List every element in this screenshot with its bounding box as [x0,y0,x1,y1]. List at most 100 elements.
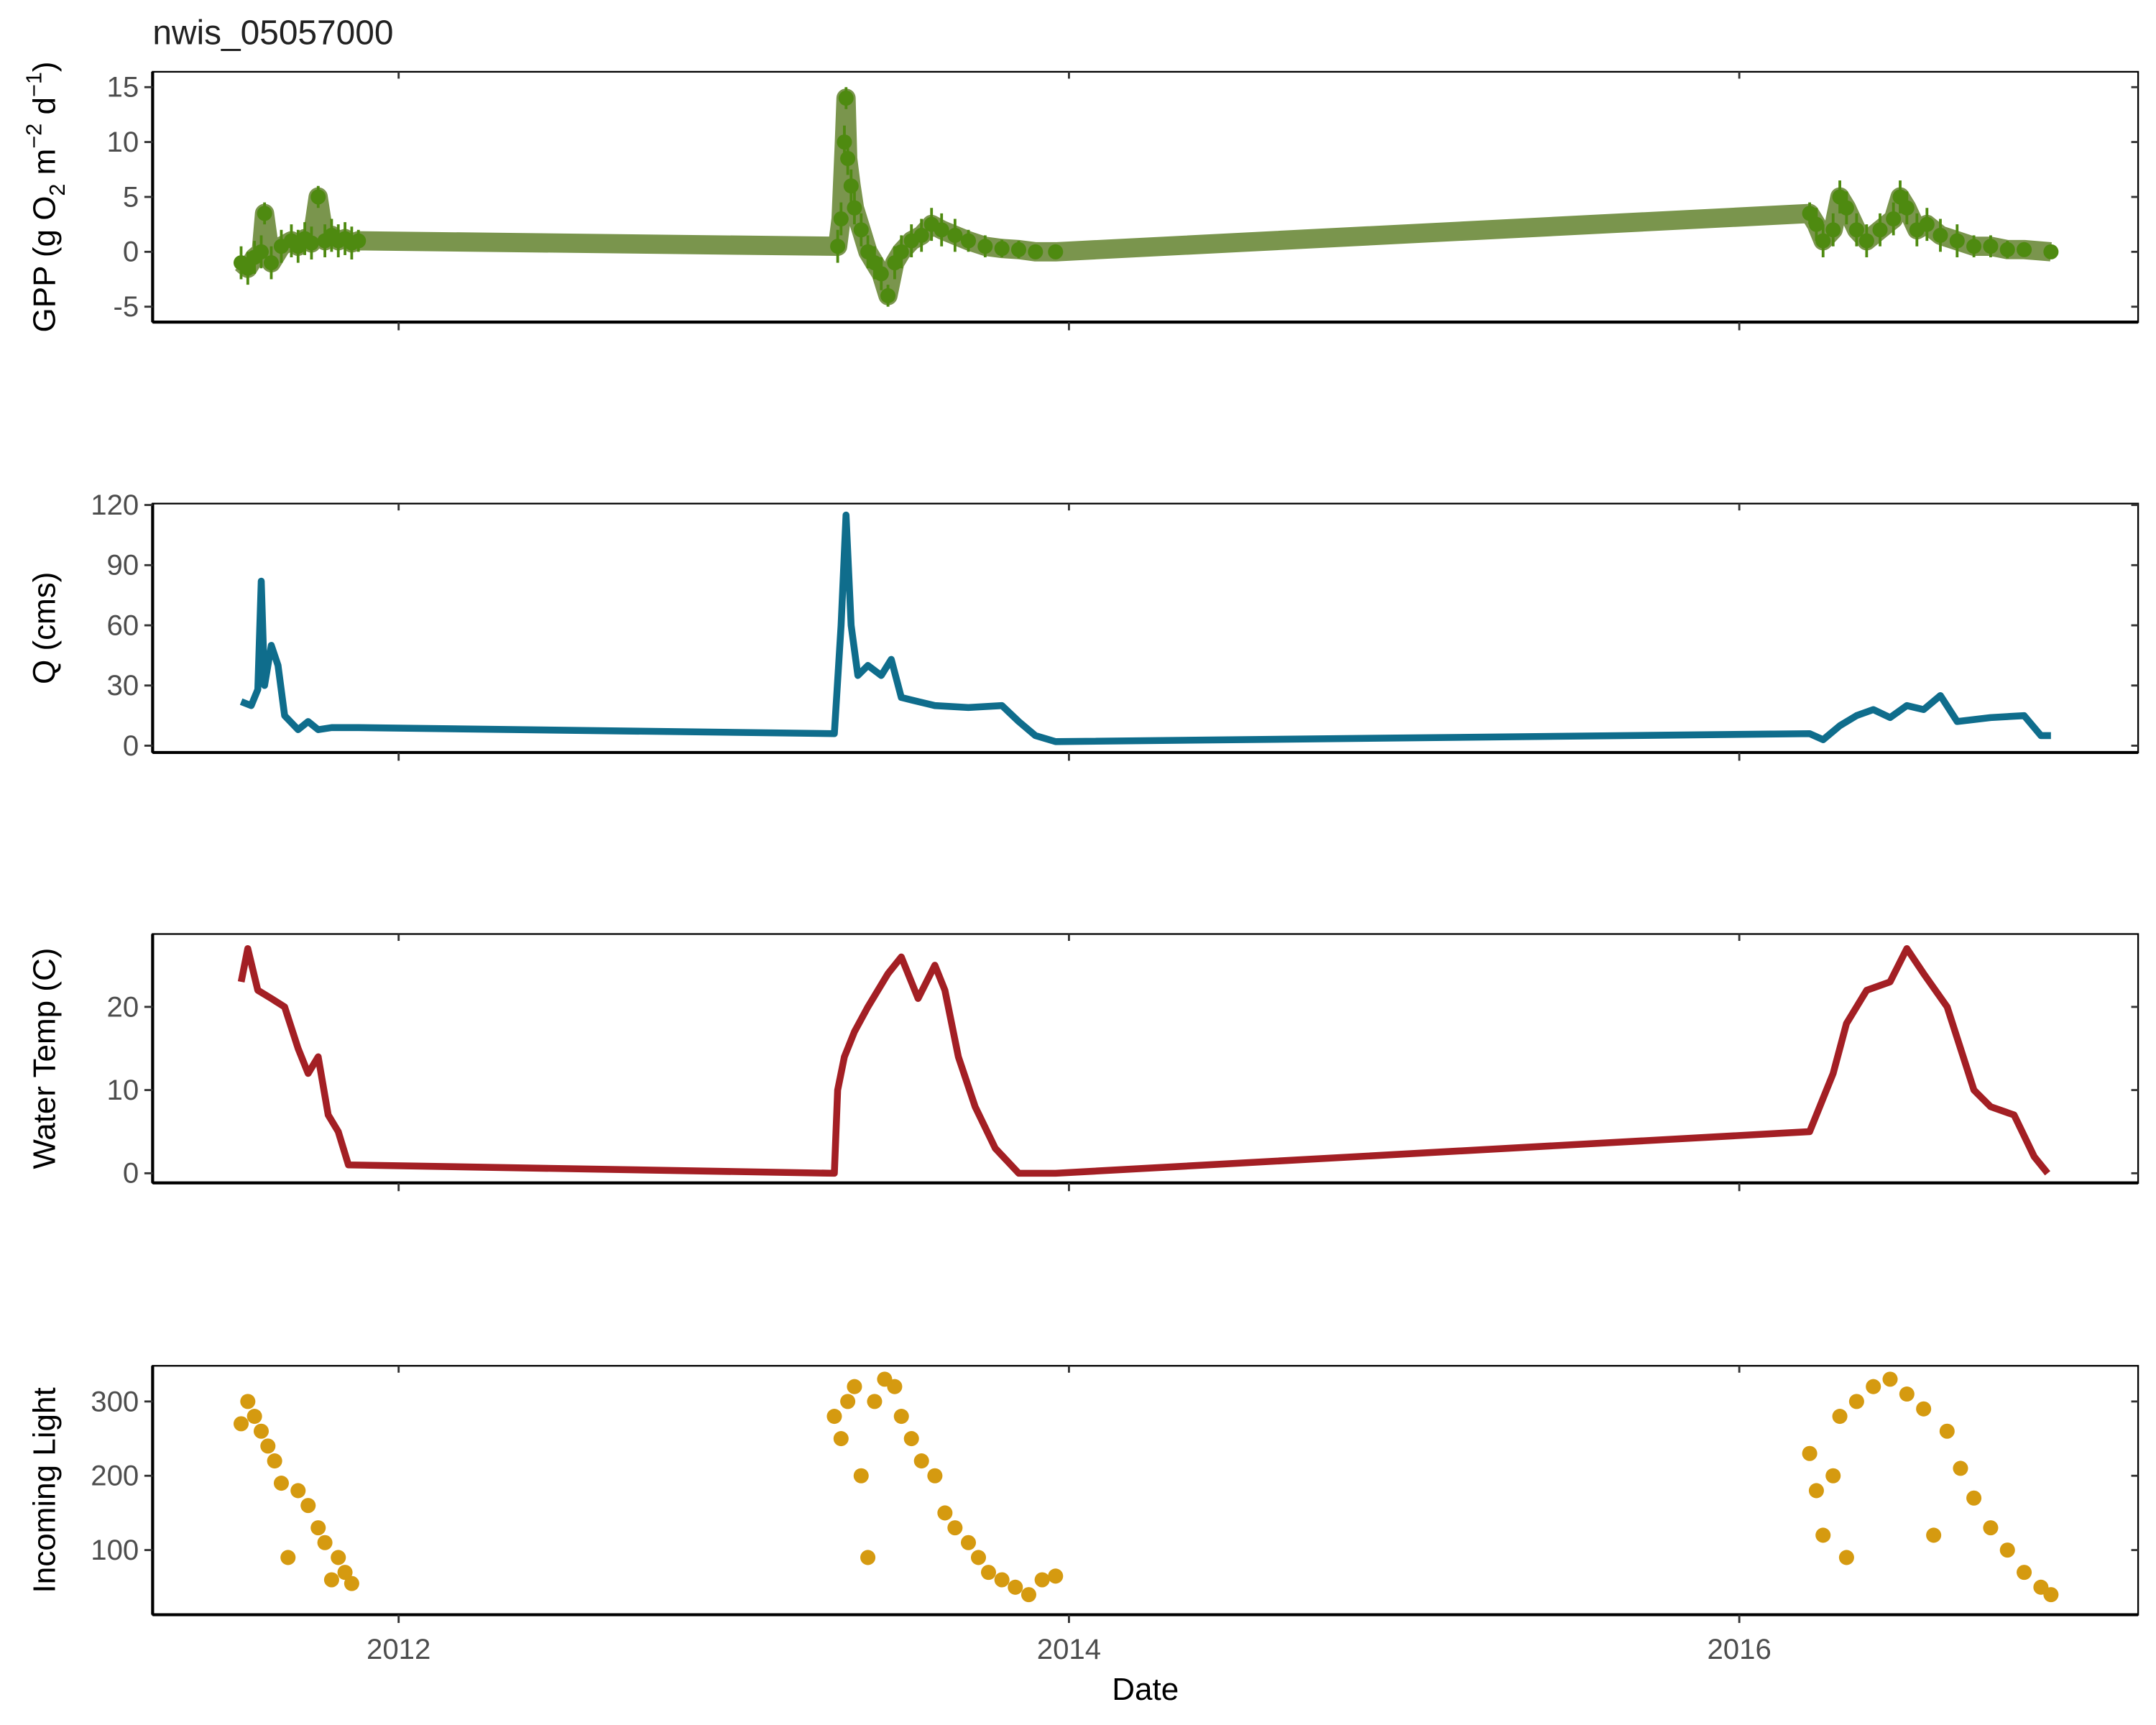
data-point [1832,1409,1848,1425]
data-point [937,1505,953,1521]
data-point [847,1379,862,1394]
y-tick-label: 0 [123,236,139,268]
label-part: ) [27,61,63,72]
data-point [1886,211,1902,227]
data-point [1919,216,1935,232]
data-point [1848,222,1864,238]
data-point [1815,1527,1831,1543]
data-point [947,1520,963,1536]
label-part: d [27,97,63,124]
label-part: GPP (g O [27,196,63,333]
data-point [830,239,846,254]
data-point [913,227,929,243]
data-point [913,1453,929,1469]
data-point [2043,1587,2059,1603]
data-point [1815,233,1831,249]
data-point [1999,1542,2015,1558]
y-axis-label: Water Temp (C) [27,948,63,1169]
data-point [310,189,326,205]
data-point [840,1394,856,1409]
data-point [927,1468,943,1484]
data-point [2017,1565,2032,1581]
y-tick-label: 10 [107,126,139,158]
panel: Incoming Light 100 200 300 2012 2014 2016 [27,1365,2139,1665]
data-point [260,1438,276,1454]
panel: -5 0 5 10 15 [107,71,2139,331]
data-point [1949,233,1965,249]
data-point [253,1423,269,1439]
data-point [290,1483,306,1499]
data-point [960,233,977,249]
data-line [239,511,2051,745]
data-point [1899,200,1915,216]
data-point [1010,242,1026,257]
data-point [826,1409,842,1425]
data-point [1825,222,1841,238]
data-point [1008,1579,1023,1595]
data-point [2043,244,2059,259]
data-point [1866,1379,1881,1394]
data-point [267,1453,282,1469]
data-point [1028,244,1044,259]
data-point [837,134,852,150]
data-point [1808,216,1824,232]
data-line [237,944,2050,1177]
panel: Q (cms) 0 30 60 90 120 [27,489,2139,762]
data-point [1932,227,1948,243]
data-point [947,227,963,243]
data-point [1983,1520,1999,1536]
x-tick-label: 2016 [1707,1633,1771,1665]
data-point [337,1565,353,1581]
data-point [331,1550,346,1565]
data-point [310,1520,326,1536]
y-tick-label: 20 [107,990,139,1023]
y-tick-label: 60 [107,609,139,641]
label-sub: 2 [45,184,70,196]
data-point [893,244,909,259]
data-point [867,1394,883,1409]
data-point [853,222,869,238]
data-point [1953,1460,1968,1476]
y-tick-label: 0 [123,730,139,762]
data-point [1892,189,1908,205]
y-tick-label: 15 [107,71,139,104]
data-point [873,266,889,282]
y-tick-label: 10 [107,1074,139,1106]
data-point [934,222,949,238]
chart-title: nwis_05057000 [152,14,393,52]
label-part: m [27,149,63,184]
y-tick-label: 30 [107,669,139,702]
data-point [247,1409,262,1425]
data-point [1838,200,1854,216]
data-point [1832,189,1848,205]
data-point [1899,1386,1915,1402]
y-tick-label: 5 [123,180,139,213]
data-point [893,1409,909,1425]
data-point [1858,233,1874,249]
x-tick-label: 2014 [1037,1633,1101,1665]
panel: Water Temp (C) 0 10 20 [27,933,2139,1192]
data-point [1966,239,1982,254]
data-point [351,233,367,249]
data-point [860,244,876,259]
data-point [1034,1572,1050,1588]
data-point [1838,1550,1854,1565]
data-point [1983,239,1999,254]
y-tick-label: -5 [114,290,139,323]
y-axis-label: Incoming Light [27,1387,63,1593]
data-point [1882,1371,1898,1387]
data-point [960,1535,977,1550]
y-axis-label: Q (cms) [27,572,63,684]
data-point [1966,1490,1982,1506]
data-point [970,1550,987,1565]
data-point [887,255,903,271]
data-point [1916,1401,1932,1417]
y-tick-label: 90 [107,549,139,581]
data-point [1048,1568,1064,1584]
data-point [1872,222,1888,238]
data-point [1939,1423,1955,1439]
data-point [847,200,862,216]
